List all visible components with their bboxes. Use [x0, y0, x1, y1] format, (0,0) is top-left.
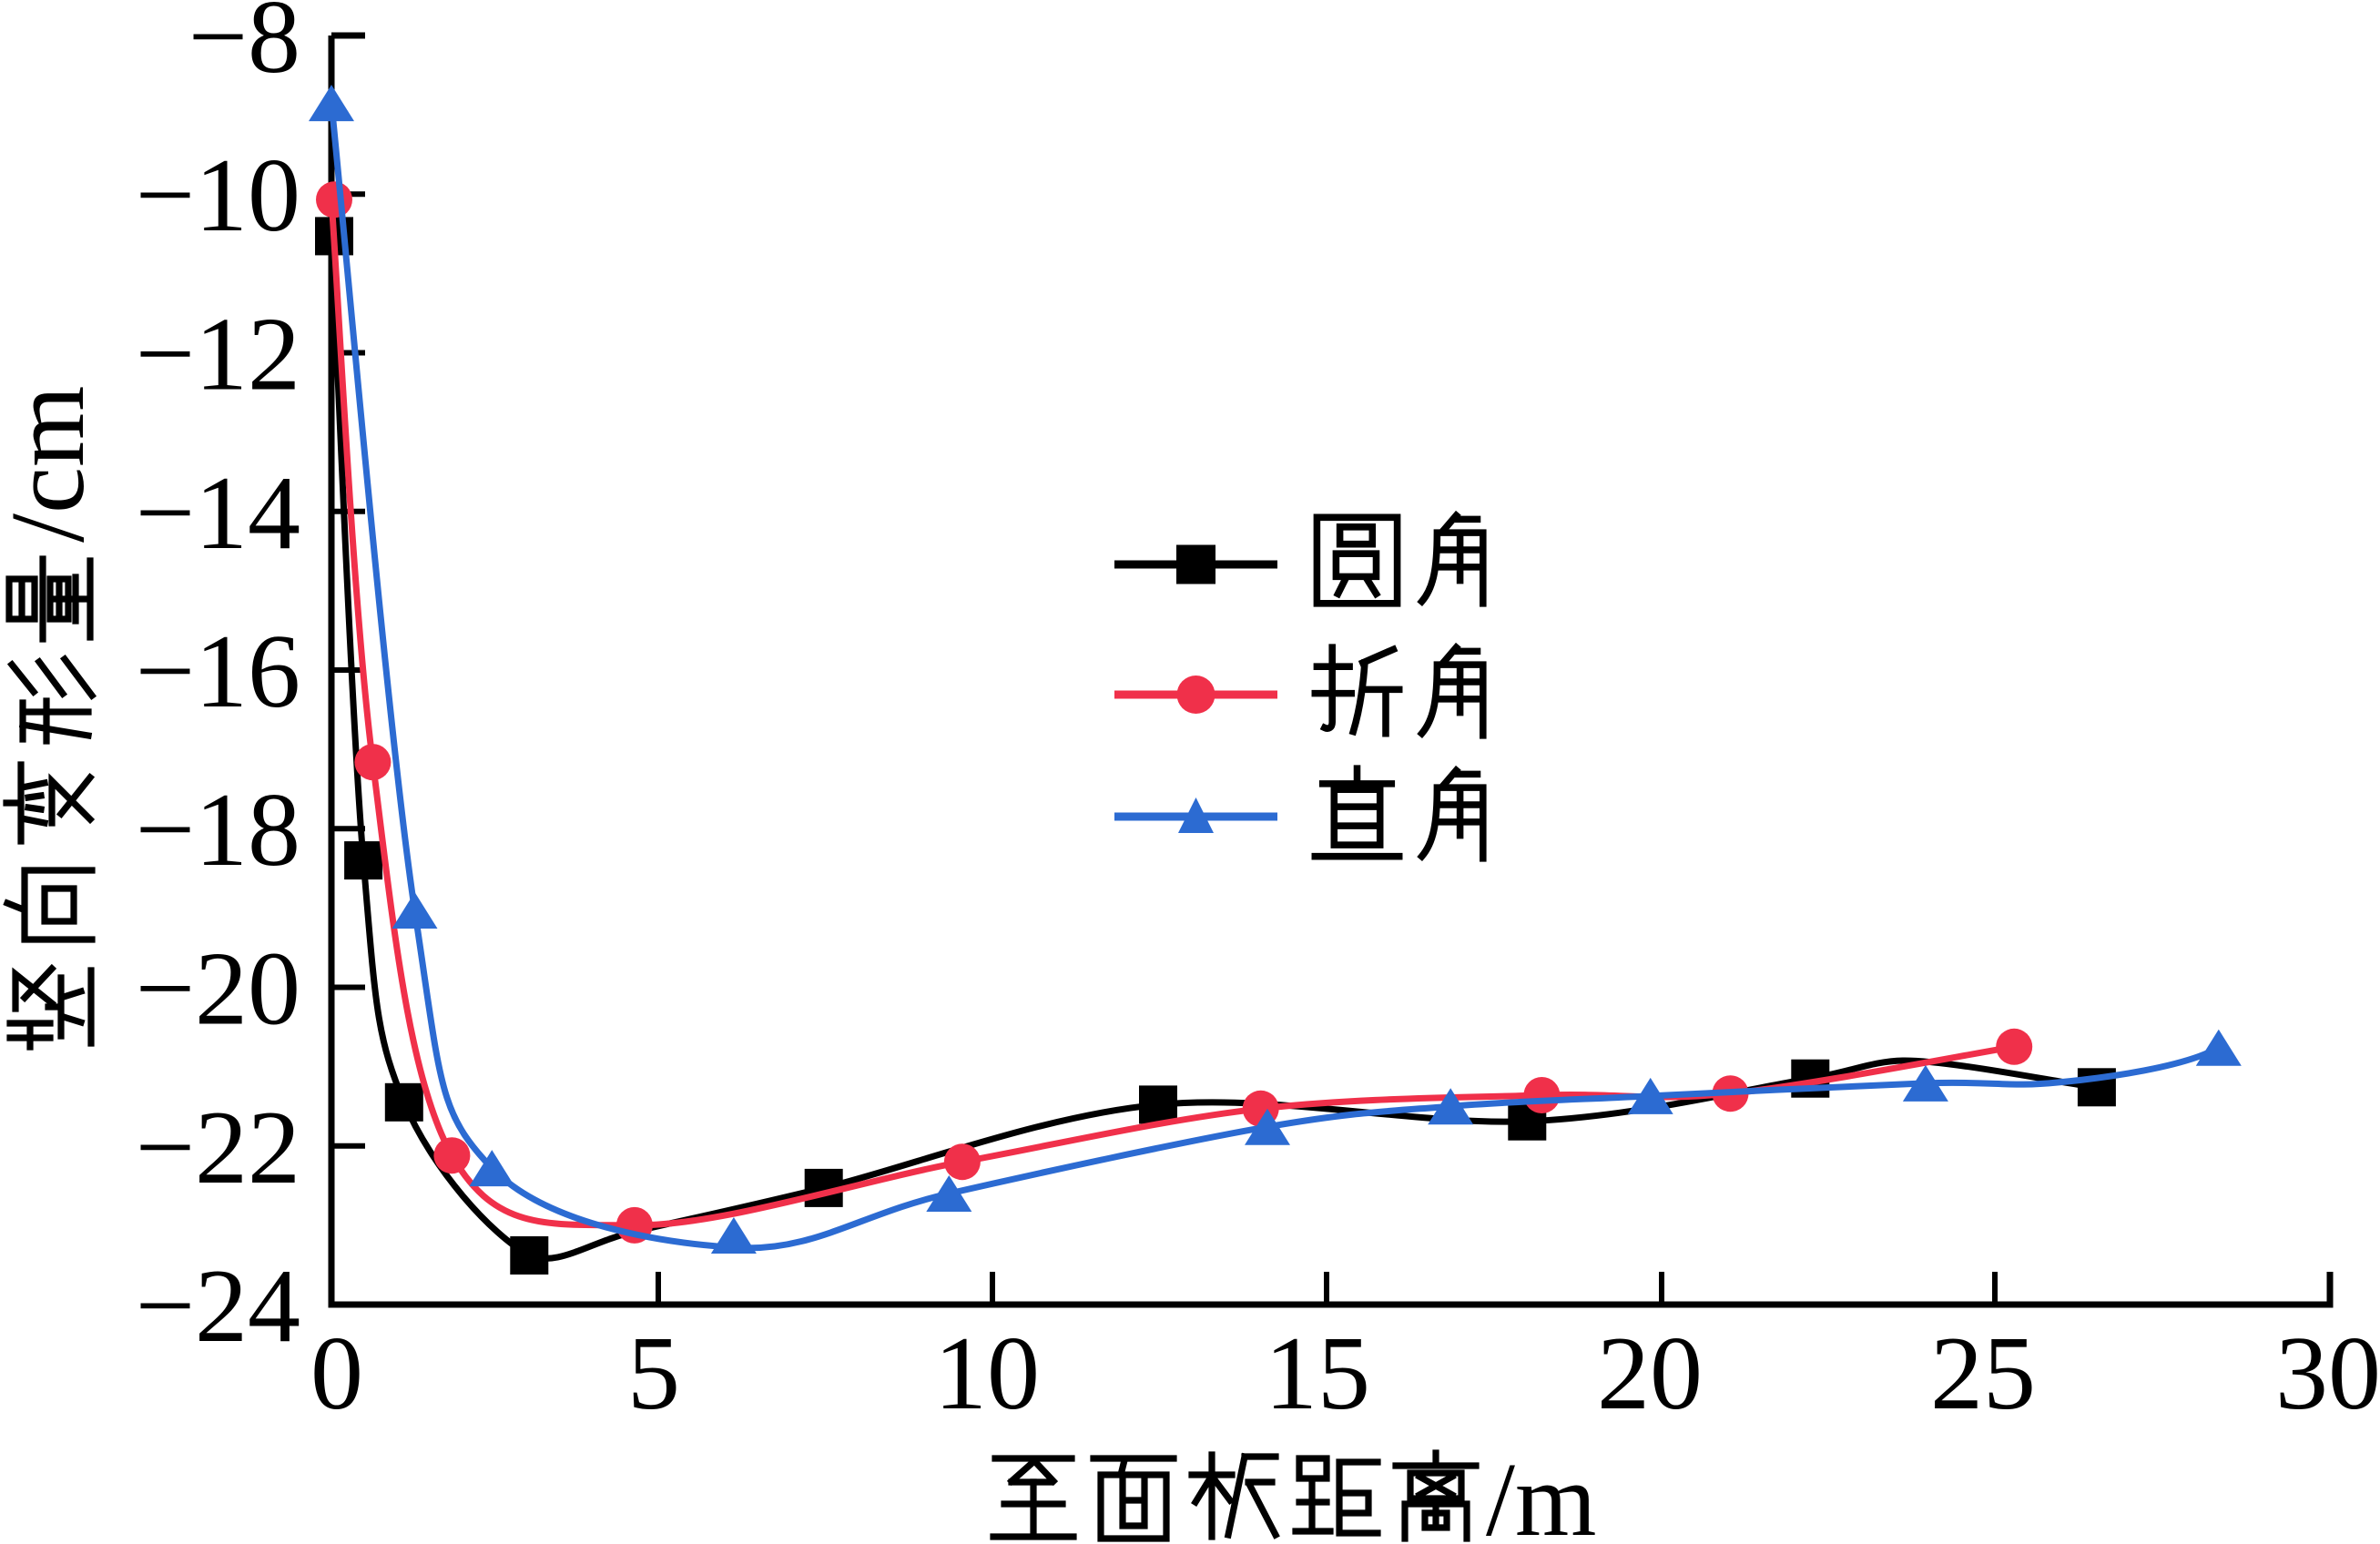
svg-text:−12: −12 [136, 297, 300, 413]
svg-text:−16: −16 [136, 614, 300, 730]
svg-text:−20: −20 [136, 931, 300, 1048]
svg-text:/m: /m [1486, 1442, 1596, 1544]
svg-text:30: 30 [2275, 1315, 2380, 1432]
svg-text:−18: −18 [136, 772, 300, 889]
svg-text:−8: −8 [188, 0, 300, 96]
svg-text:25: 25 [1930, 1315, 2036, 1432]
svg-text:−10: −10 [136, 137, 300, 254]
svg-text:15: 15 [1265, 1315, 1370, 1432]
svg-text:−14: −14 [136, 455, 300, 572]
svg-text:20: 20 [1597, 1315, 1703, 1432]
svg-text:−24: −24 [136, 1248, 300, 1365]
svg-text:−22: −22 [136, 1090, 300, 1206]
svg-text:0: 0 [310, 1315, 363, 1432]
svg-text:5: 5 [627, 1315, 680, 1432]
svg-text:10: 10 [934, 1315, 1040, 1432]
svg-text:/cm: /cm [0, 386, 106, 543]
